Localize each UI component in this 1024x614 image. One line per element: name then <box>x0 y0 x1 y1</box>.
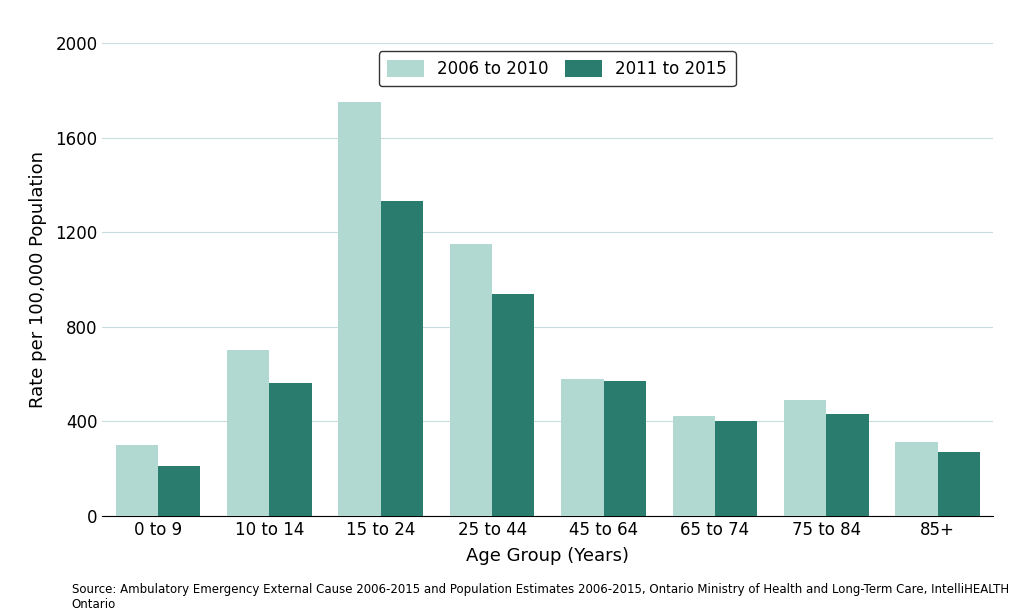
Bar <box>561 379 603 516</box>
X-axis label: Age Group (Years): Age Group (Years) <box>466 547 630 565</box>
Legend: 2006 to 2010, 2011 to 2015: 2006 to 2010, 2011 to 2015 <box>379 52 735 86</box>
Bar <box>381 201 423 516</box>
Bar <box>603 381 646 516</box>
Y-axis label: Rate per 100,000 Population: Rate per 100,000 Population <box>29 151 47 408</box>
Bar <box>227 350 269 516</box>
Bar <box>269 383 311 516</box>
Bar <box>895 443 938 516</box>
Bar <box>826 414 868 516</box>
Bar <box>339 102 381 516</box>
Bar <box>116 445 158 516</box>
Bar <box>450 244 493 516</box>
Bar <box>673 416 715 516</box>
Bar <box>715 421 757 516</box>
Bar <box>158 466 201 516</box>
Bar <box>938 452 980 516</box>
Bar <box>493 293 535 516</box>
Bar <box>784 400 826 516</box>
Text: Source: Ambulatory Emergency External Cause 2006-2015 and Population Estimates 2: Source: Ambulatory Emergency External Ca… <box>72 583 1009 611</box>
